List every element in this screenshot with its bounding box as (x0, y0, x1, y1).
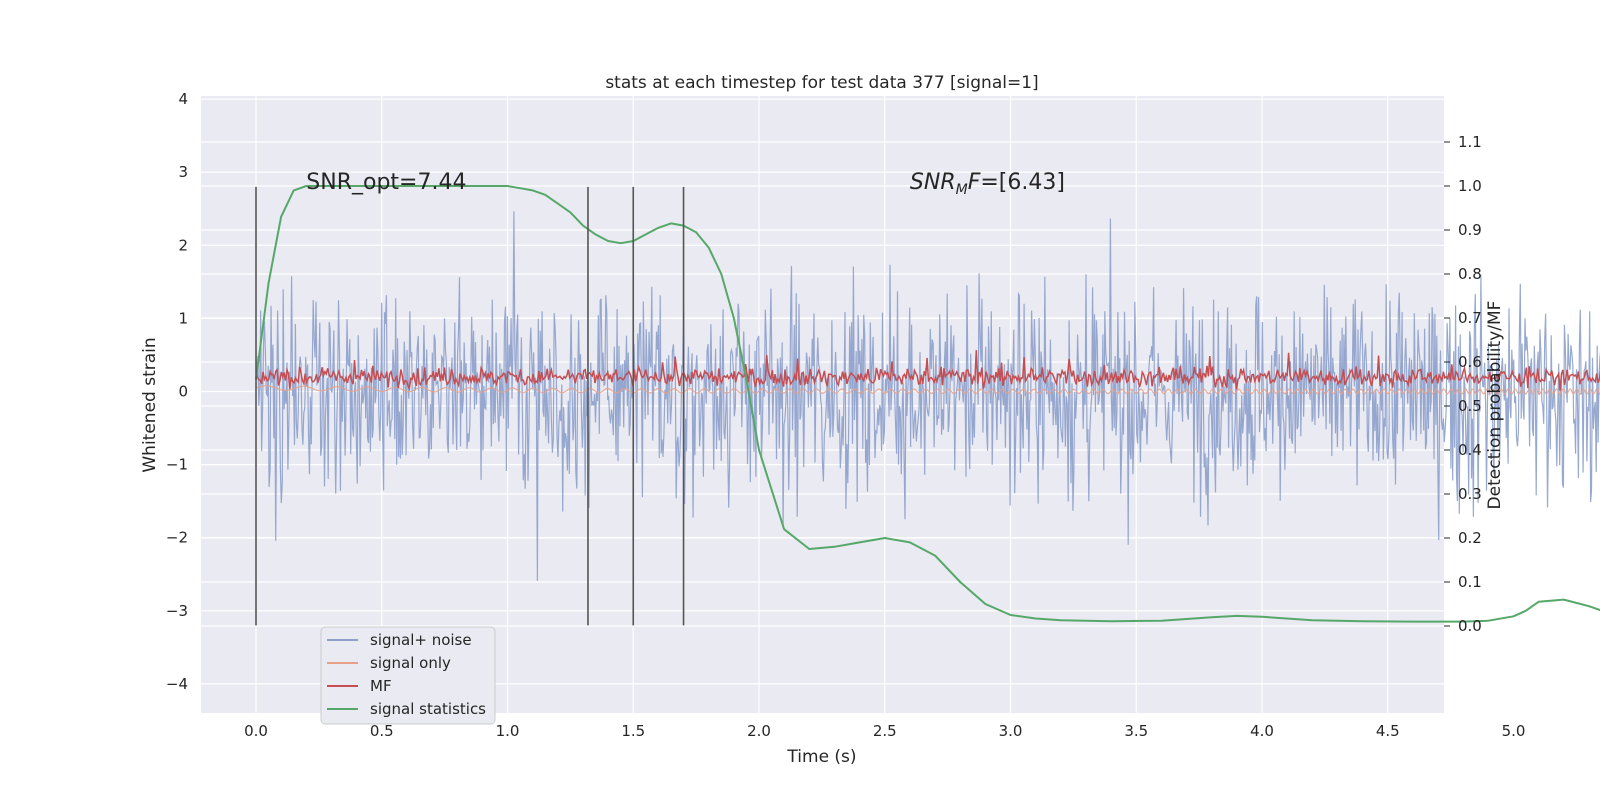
vertical-markers (255, 186, 685, 626)
y2-tick-label: 1.1 (1458, 133, 1482, 151)
y-tick-label: 3 (178, 163, 188, 181)
x-tick-label: 5.0 (1502, 722, 1526, 740)
x-tick-label: 2.0 (747, 722, 771, 740)
legend: signal+ noise signal only MF signal statist… (320, 626, 496, 725)
legend-label: signal only (370, 654, 451, 672)
y-tick-label: 4 (178, 90, 188, 108)
y-tick-label: 0 (178, 383, 188, 401)
y2-axis-title: Detection probability/MF (1485, 301, 1505, 510)
y2-tick-label: 0.2 (1458, 529, 1482, 547)
y-tick-label: −4 (166, 675, 188, 693)
x-tick-label: 1.0 (496, 722, 520, 740)
y2-tick-label: 0.7 (1458, 309, 1482, 327)
signal-only-line (255, 385, 1600, 395)
y2-tick-label: 0.3 (1458, 485, 1482, 503)
x-tick-label: 4.5 (1376, 722, 1400, 740)
signal-statistics-line (255, 185, 1600, 623)
y2-tick-label: 0.0 (1458, 617, 1482, 635)
legend-label: signal+ noise (370, 631, 472, 649)
y-tick-label: 2 (178, 236, 188, 254)
x-tick-label: 0.0 (244, 722, 268, 740)
x-tick-label: 3.5 (1124, 722, 1148, 740)
y2-tick-label: 0.9 (1458, 221, 1482, 239)
x-tick-label: 0.5 (370, 722, 394, 740)
mf-line (255, 350, 1600, 392)
y-tick-label: 1 (178, 309, 188, 327)
x-tick-label: 1.5 (621, 722, 645, 740)
y2-tick-label: 0.4 (1458, 441, 1482, 459)
y-tick-label: −1 (166, 456, 188, 474)
annotation: SNRMF=[6.43] (910, 170, 1065, 198)
x-tick-labels: 0.00.51.01.52.02.53.03.54.04.55.05.56.06… (244, 722, 1526, 740)
x-tick-label: 4.0 (1250, 722, 1274, 740)
x-axis-title: Time (s) (786, 747, 856, 767)
y2-tick-labels: 1.1 1.0 0.9 0.8 0.7 0.6 0.5 0.4 0.3 0.2 0.1 0.0 (1444, 133, 1482, 635)
legend-label: signal statistics (370, 700, 486, 718)
x-tick-label: 2.5 (873, 722, 897, 740)
annotation: SNR_opt=7.44 (306, 170, 466, 195)
y-tick-labels: 4 3 2 1 0 −1 −2 −3 −4 (166, 90, 188, 693)
y2-tick-label: 0.6 (1458, 353, 1482, 371)
y2-tick-label: 0.8 (1458, 265, 1482, 283)
y-tick-label: −3 (166, 602, 188, 620)
signal-statistics-series (255, 185, 1600, 623)
y2-tick-label: 1.0 (1458, 177, 1482, 195)
x-tick-label: 3.0 (999, 722, 1023, 740)
y2-tick-label: 0.1 (1458, 573, 1482, 591)
y2-tick-label: 0.5 (1458, 397, 1482, 415)
signal-only-series (255, 385, 1600, 395)
y-axis-title: Whitened strain (140, 337, 160, 472)
legend-box (320, 626, 496, 725)
legend-label: MF (370, 677, 392, 695)
y-tick-label: −2 (166, 529, 188, 547)
chart-title: stats at each timestep for test data 377… (605, 73, 1038, 93)
mf-series (255, 350, 1600, 392)
